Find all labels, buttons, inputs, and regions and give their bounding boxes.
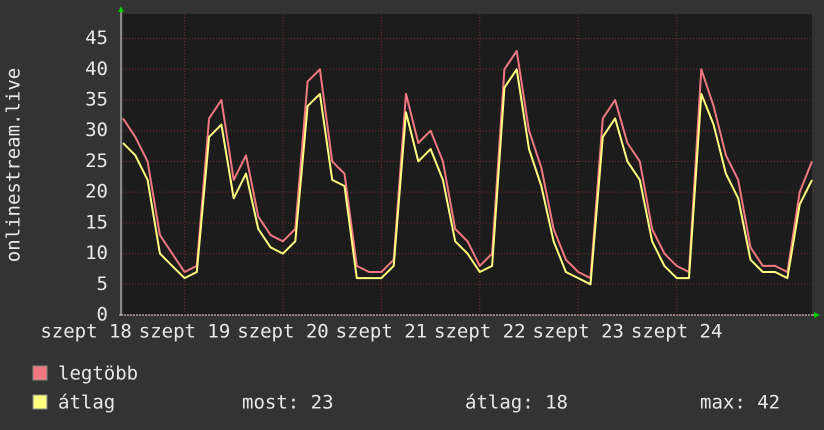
y-tick-label: 5 — [97, 273, 108, 295]
legend-label: átlag — [58, 392, 115, 414]
y-tick-label: 15 — [85, 211, 108, 233]
stat-now: most: 23 — [242, 392, 334, 414]
x-tick-label: szept 20 — [237, 321, 329, 343]
legend-label: legtöbb — [58, 363, 138, 385]
series-line — [122, 68, 813, 286]
y-tick-label: 0 — [97, 304, 108, 326]
stat-avg: átlag: 18 — [465, 392, 568, 414]
legend-swatch — [32, 394, 48, 410]
x-tick-label: szept 22 — [434, 321, 526, 343]
y-tick-label: 30 — [85, 119, 108, 141]
x-tick-label: szept 24 — [631, 321, 723, 343]
stat-max: max: 42 — [700, 392, 780, 414]
legend-swatch — [32, 365, 48, 381]
y-tick-label: 25 — [85, 150, 108, 172]
series-line — [122, 49, 813, 280]
y-tick-label: 45 — [85, 27, 108, 49]
y-tick-label: 35 — [85, 89, 108, 111]
x-tick-label: szept 21 — [336, 321, 428, 343]
y-tick-label: 40 — [85, 58, 108, 80]
y-tick-label: 10 — [85, 242, 108, 264]
x-tick-label: szept 18 — [40, 321, 132, 343]
plot-area — [123, 14, 812, 315]
y-tick-label: 20 — [85, 181, 108, 203]
x-tick-label: szept 19 — [139, 321, 231, 343]
y-axis-label: onlinestream.live — [3, 68, 25, 262]
x-tick-label: szept 23 — [532, 321, 624, 343]
